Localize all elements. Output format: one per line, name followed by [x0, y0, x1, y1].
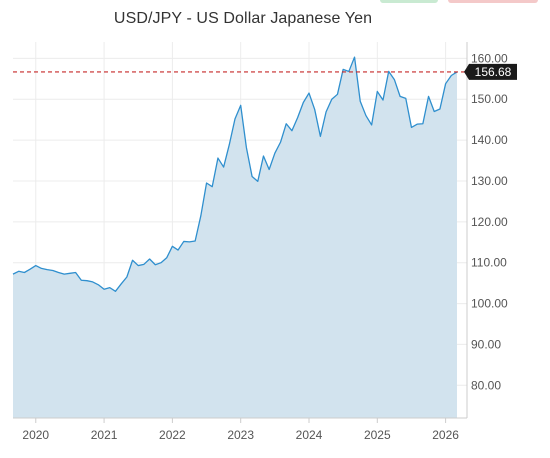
x-tick-label: 2025	[364, 428, 391, 442]
y-tick-label: 100.00	[471, 297, 508, 311]
area-layer	[12, 56, 458, 419]
y-tick-label: 150.00	[471, 92, 508, 106]
last-value-text: 156.68	[475, 65, 512, 79]
y-tick-label: 140.00	[471, 133, 508, 147]
last-value-layer: 156.68	[464, 63, 517, 80]
axis-layer: 80.00 90.00 100.00 110.00 120.00 130.00 140.00…	[13, 42, 508, 442]
series-area	[13, 57, 457, 419]
series-line	[12, 56, 458, 292]
chart-title: USD/JPY - US Dollar Japanese Yen	[113, 10, 373, 27]
y-tick-label: 120.00	[471, 215, 508, 229]
top-accent-red	[448, 0, 538, 3]
x-tick-label: 2021	[91, 428, 118, 442]
last-value-badge	[464, 63, 517, 80]
y-tick-label: 130.00	[471, 174, 508, 188]
x-tick-label: 2023	[227, 428, 254, 442]
y-tick-label: 110.00	[471, 256, 507, 270]
x-tick-label: 2026	[432, 428, 459, 442]
y-tick-label: 160.00	[471, 51, 508, 65]
y-tick-label: 90.00	[471, 337, 501, 351]
y-tick-label: 80.00	[471, 378, 501, 392]
x-tick-label: 2022	[159, 428, 186, 442]
x-tick-label: 2024	[296, 428, 323, 442]
top-accent-green	[380, 0, 438, 3]
x-tick-label: 2020	[22, 428, 49, 442]
